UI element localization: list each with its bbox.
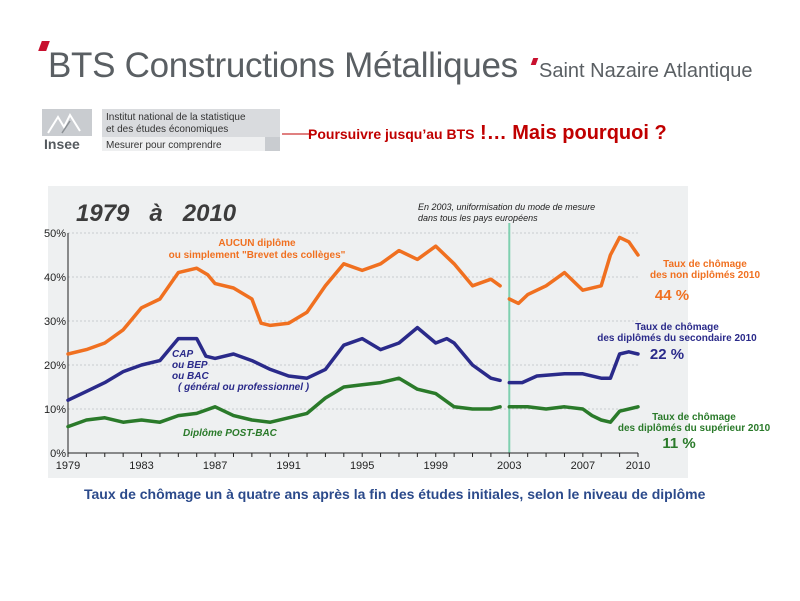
insee-logo: Insee Institut national de la statistiqu… (40, 107, 282, 153)
page-title: BTS Constructions Métalliques (48, 46, 518, 85)
insee-name: Insee (44, 136, 80, 152)
break-note-line: dans tous les pays européens (418, 213, 538, 223)
series-line-2 (66, 376, 502, 429)
series-name-label: Diplôme POST-BAC (183, 428, 278, 439)
series-line-2 (507, 405, 640, 424)
series-line-1 (507, 350, 640, 385)
tagline-part1: Poursuivre jusqu’au BTS (308, 126, 475, 142)
series-end-value: 22 % (650, 346, 684, 363)
series-end-label: des diplômés du secondaire 2010 (597, 333, 757, 344)
x-tick-label: 2010 (626, 460, 650, 472)
series-line-0 (66, 244, 502, 356)
x-tick-label: 2007 (571, 460, 595, 472)
series-end-label: Taux de chômage (635, 322, 719, 333)
tagline-part2: !… Mais pourquoi ? (474, 122, 667, 144)
chart-caption: Taux de chômage un à quatre ans après la… (84, 486, 706, 502)
series-name-label: CAP (172, 349, 193, 360)
series-name-label: ou BAC (172, 371, 209, 382)
tagline: Poursuivre jusqu’au BTS !… Mais pourquoi… (308, 122, 667, 145)
series-name-label: AUCUN diplôme (218, 238, 296, 249)
page-subtitle: Saint Nazaire Atlantique (539, 60, 753, 82)
series-name-label: ou simplement "Brevet des collèges" (169, 250, 346, 261)
x-tick-label: 1979 (56, 460, 80, 472)
y-tick-label: 0% (50, 448, 66, 460)
chart-background-panel (48, 186, 688, 478)
insee-line1: Institut national de la statistique (106, 112, 246, 123)
series-end-value: 11 % (662, 435, 695, 452)
series-name-label: ( général ou professionnel ) (178, 382, 310, 393)
insee-line2: et des études économiques (106, 124, 228, 135)
y-tick-label: 40% (44, 272, 66, 284)
x-tick-label: 1999 (423, 460, 447, 472)
series-end-label: Taux de chômage (652, 412, 736, 423)
series-line-1 (66, 325, 502, 402)
chart-title: 1979 à 2010 (76, 200, 237, 227)
series-end-label: des non diplômés 2010 (650, 270, 760, 281)
y-tick-label: 10% (44, 404, 66, 416)
series-end-value: 44 % (655, 287, 689, 304)
y-tick-label: 20% (44, 360, 66, 372)
x-tick-label: 1983 (129, 460, 153, 472)
y-tick-label: 50% (44, 228, 66, 240)
x-tick-label: 2003 (497, 460, 521, 472)
series-end-label: des diplômés du supérieur 2010 (618, 423, 771, 434)
series-line-0 (507, 235, 640, 306)
x-tick-label: 1995 (350, 460, 374, 472)
x-tick-label: 1991 (276, 460, 300, 472)
break-note-line: En 2003, uniformisation du mode de mesur… (418, 202, 595, 212)
subtitle-accent-mark (530, 58, 539, 65)
y-tick-label: 30% (44, 316, 66, 328)
x-tick-label: 1987 (203, 460, 227, 472)
series-name-label: ou BEP (172, 360, 208, 371)
series-end-label: Taux de chômage (663, 259, 747, 270)
insee-logo-icon (47, 112, 81, 134)
unemployment-line-chart: 0% 10% 20% 30% 40% 50% 1979 1983 1987 1991 1995 199… (44, 200, 771, 472)
insee-motto: Mesurer pour comprendre (106, 140, 222, 151)
logo-connector-line (282, 133, 312, 135)
